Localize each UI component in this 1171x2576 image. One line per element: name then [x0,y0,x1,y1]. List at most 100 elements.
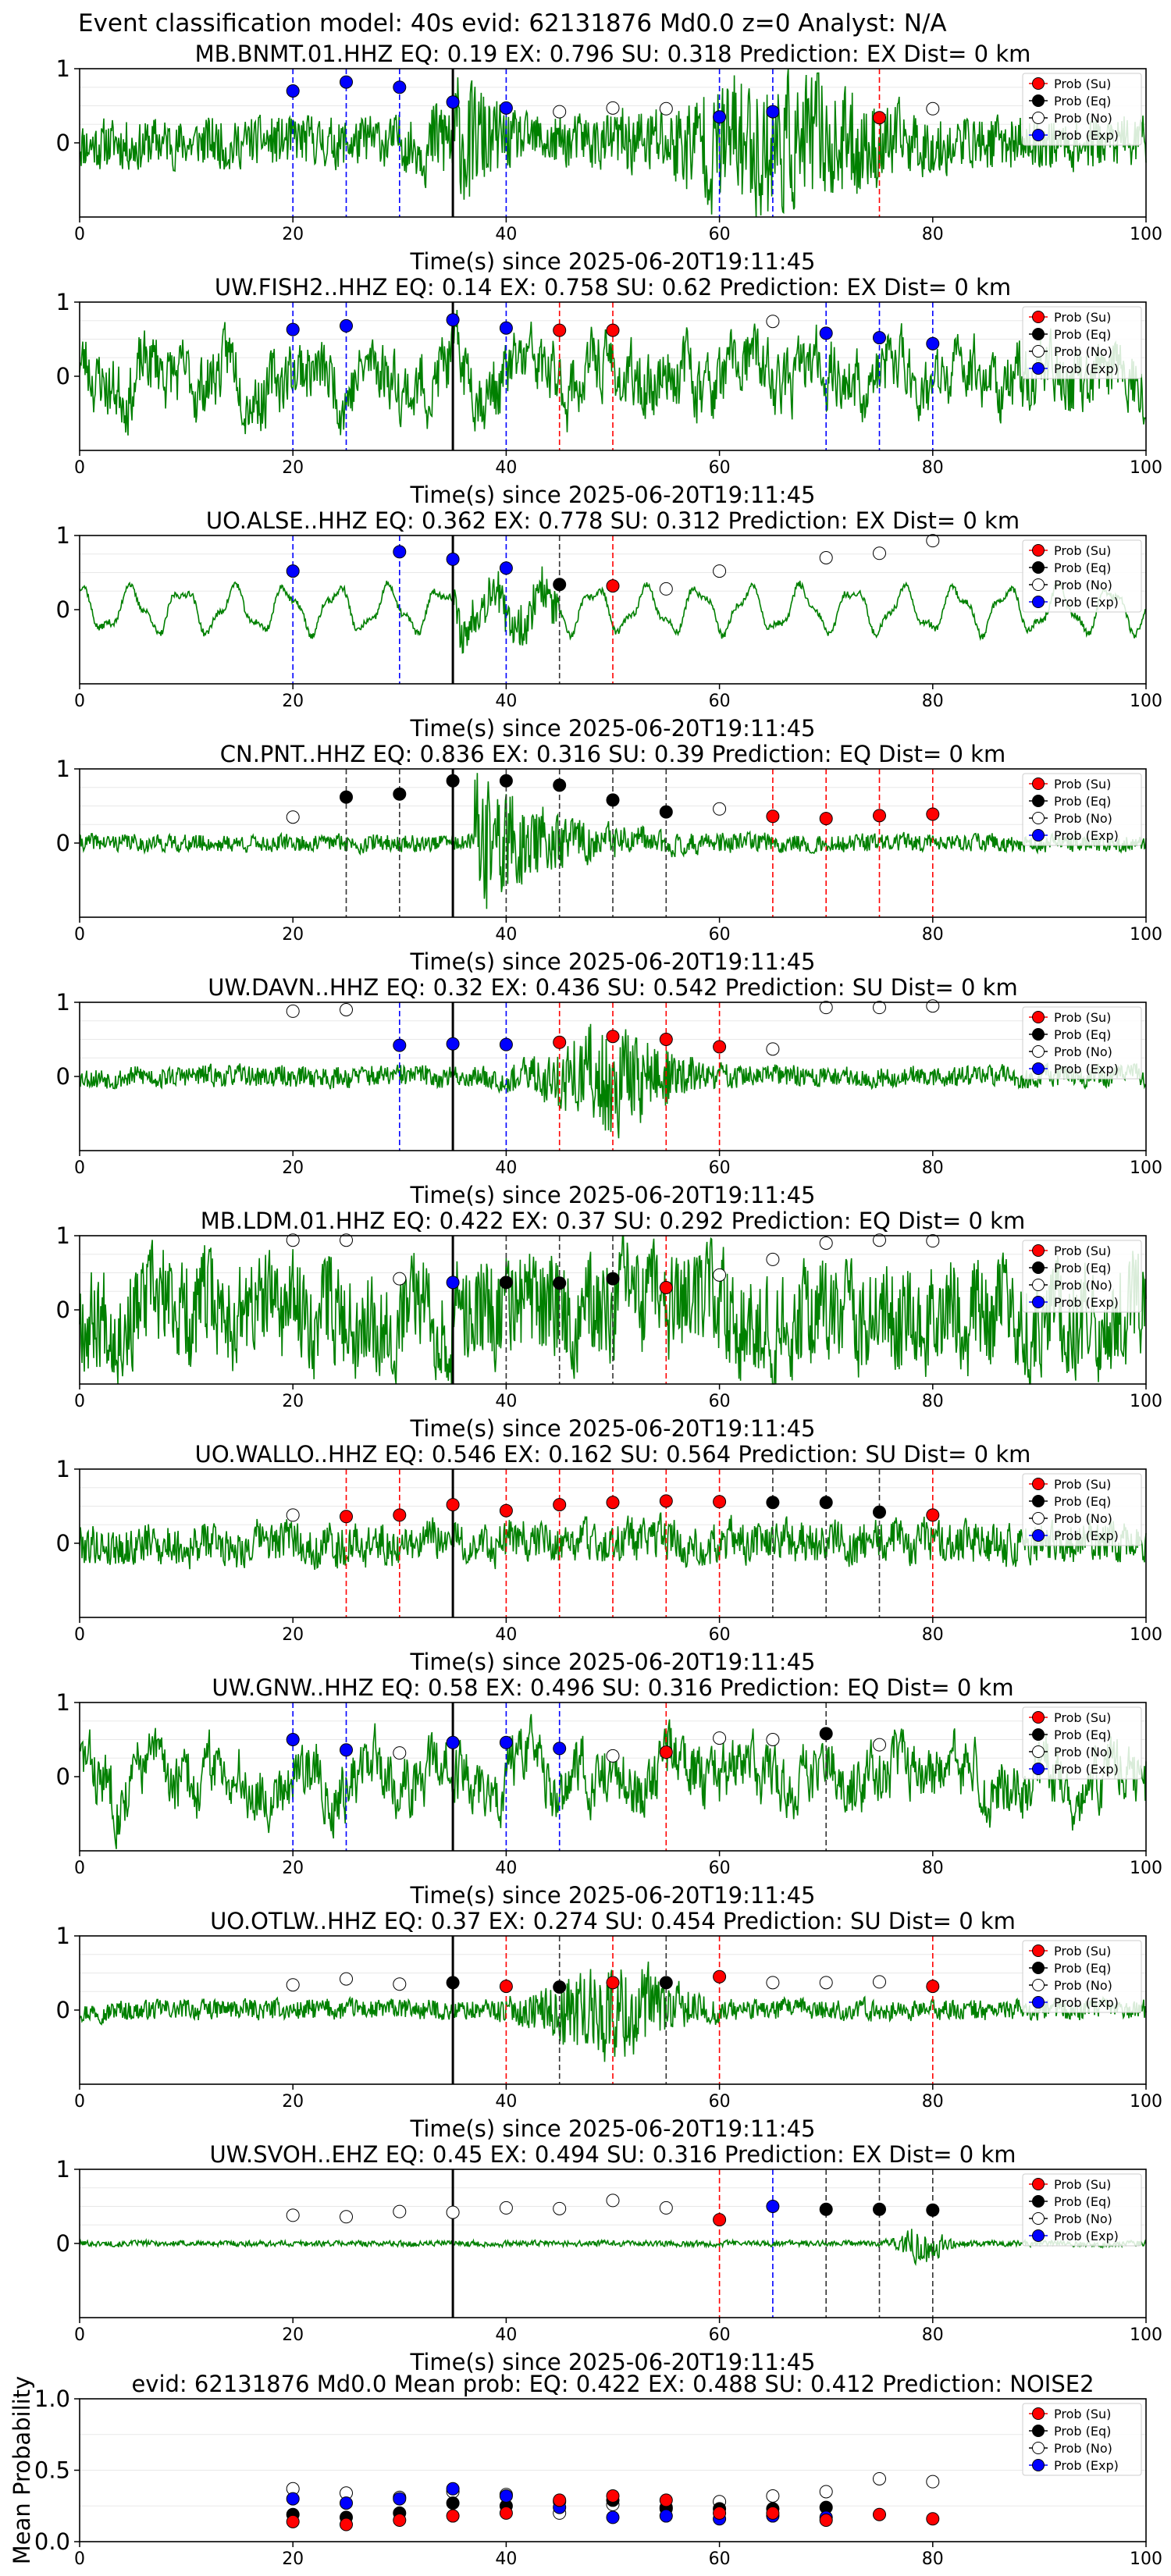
prob-marker-eq [553,578,567,592]
y-tick-label: 0.5 [34,2457,70,2484]
legend-label-no: Prob (No) [1054,2441,1112,2456]
x-axis-label: Time(s) since 2025-06-20T19:11:45 [410,1182,816,1208]
x-tick-label: 40 [495,1158,517,1178]
x-tick-label: 80 [922,1625,944,1645]
x-tick-label: 40 [495,925,517,945]
x-tick-label: 0 [74,692,85,711]
x-tick-label: 40 [495,225,517,244]
legend-marker-exp [1032,2459,1045,2471]
x-axis-label: Time(s) since 2025-06-20T19:11:45 [410,1415,816,1442]
x-tick-label: 60 [709,1859,731,1878]
x-axis-label: Time(s) since 2025-06-20T19:11:45 [410,248,816,275]
legend-box [1022,1473,1142,1546]
legend-marker-eq [1032,2195,1045,2208]
prob-marker-su [606,579,620,593]
prob-marker-su [606,1976,620,1990]
prob-marker-no [286,1233,300,1247]
prob-marker-exp [553,1742,567,1756]
x-tick-label: 0 [74,1392,85,1411]
mean-marker-exp [393,2492,407,2506]
legend-label-su: Prob (Su) [1054,777,1111,792]
prob-marker-no [606,2194,620,2208]
legend-label-exp: Prob (Exp) [1054,595,1119,610]
x-tick-label: 60 [709,2325,731,2345]
legend-label-exp: Prob (Exp) [1054,361,1119,376]
legend-label-no: Prob (No) [1054,811,1112,826]
legend-label-eq: Prob (Eq) [1054,327,1111,342]
legend-marker-su [1032,777,1045,790]
x-tick-label: 0 [74,1625,85,1645]
mean-marker-no [819,2485,833,2499]
legend-label-no: Prob (No) [1054,1511,1112,1526]
y-tick-label: 0 [56,1063,70,1090]
prob-marker-su [340,1510,353,1524]
x-tick-label: 100 [1130,2549,1162,2569]
prob-marker-exp [393,545,407,559]
mean-marker-exp [340,2496,353,2510]
legend-marker-eq [1032,1495,1045,1507]
mean-marker-su [446,2509,460,2523]
waveform-trace [79,69,1147,218]
legend-marker-su [1032,2178,1045,2190]
legend-label-su: Prob (Su) [1054,310,1111,325]
prob-marker-eq [446,1976,460,1990]
legend-marker-no [1032,1745,1045,1758]
waveform-trace [79,2229,1147,2267]
station-panel-uo-wallo-hhz: UO.WALLO..HHZ EQ: 0.546 EX: 0.162 SU: 0.… [56,1441,1162,1675]
prob-marker-no [713,1731,727,1745]
legend-label-eq: Prob (Eq) [1054,1494,1111,1509]
x-tick-label: 100 [1130,1859,1162,1878]
x-tick-label: 100 [1130,925,1162,945]
x-tick-label: 80 [922,925,944,945]
prob-marker-exp [286,564,300,578]
y-tick-label: 1 [56,1222,70,1249]
y-tick-label: 1 [56,289,70,315]
prob-marker-su [873,809,886,823]
x-tick-label: 40 [495,458,517,478]
x-tick-label: 80 [922,225,944,244]
legend-box [1022,1006,1142,1080]
mean-marker-su [766,2506,780,2520]
prob-marker-su [606,1030,620,1044]
panels: MB.BNMT.01.HHZ EQ: 0.19 EX: 0.796 SU: 0.… [9,41,1162,2569]
prob-marker-su [659,1281,673,1294]
prob-marker-exp [446,1735,460,1749]
prob-marker-no [340,1003,353,1016]
legend-label-eq: Prob (Eq) [1054,2424,1111,2439]
x-tick-label: 20 [282,1158,304,1178]
x-tick-label: 20 [282,1859,304,1878]
legend-label-no: Prob (No) [1054,1745,1112,1759]
x-tick-label: 100 [1130,1392,1162,1411]
x-tick-label: 40 [495,2549,517,2569]
y-tick-label: 1 [56,1456,70,1482]
prob-marker-exp [499,101,513,115]
mean-marker-su [659,2493,673,2507]
x-tick-label: 0 [74,2325,85,2345]
legend-label-eq: Prob (Eq) [1054,2194,1111,2209]
legend-label-no: Prob (No) [1054,578,1112,592]
legend-marker-su [1032,1011,1045,1023]
x-axis-label: Time(s) since 2025-06-20T19:11:45 [410,715,816,742]
legend-label-exp: Prob (Exp) [1054,1762,1119,1777]
prob-marker-su [499,1503,513,1517]
prob-marker-no [393,1977,407,1991]
prob-marker-no [873,546,886,560]
x-tick-label: 80 [922,1158,944,1178]
x-axis-label: Time(s) since 2025-06-20T19:11:45 [410,948,816,975]
mean-marker-eq [446,2496,460,2510]
prob-marker-eq [499,774,513,788]
legend-label-no: Prob (No) [1054,1278,1112,1293]
legend-box [1022,1706,1142,1780]
y-tick-label: 0.0 [34,2528,70,2555]
x-tick-label: 40 [495,2092,517,2112]
x-tick-label: 80 [922,1859,944,1878]
x-tick-label: 0 [74,2092,85,2112]
mean-marker-exp [606,2510,620,2524]
x-tick-label: 40 [495,2325,517,2345]
panel-title: evid: 62131876 Md0.0 Mean prob: EQ: 0.42… [131,2371,1094,2397]
legend-marker-no [1032,112,1045,124]
legend-marker-su [1032,1478,1045,1490]
prob-marker-exp [819,326,833,340]
legend-marker-eq [1032,1261,1045,1274]
